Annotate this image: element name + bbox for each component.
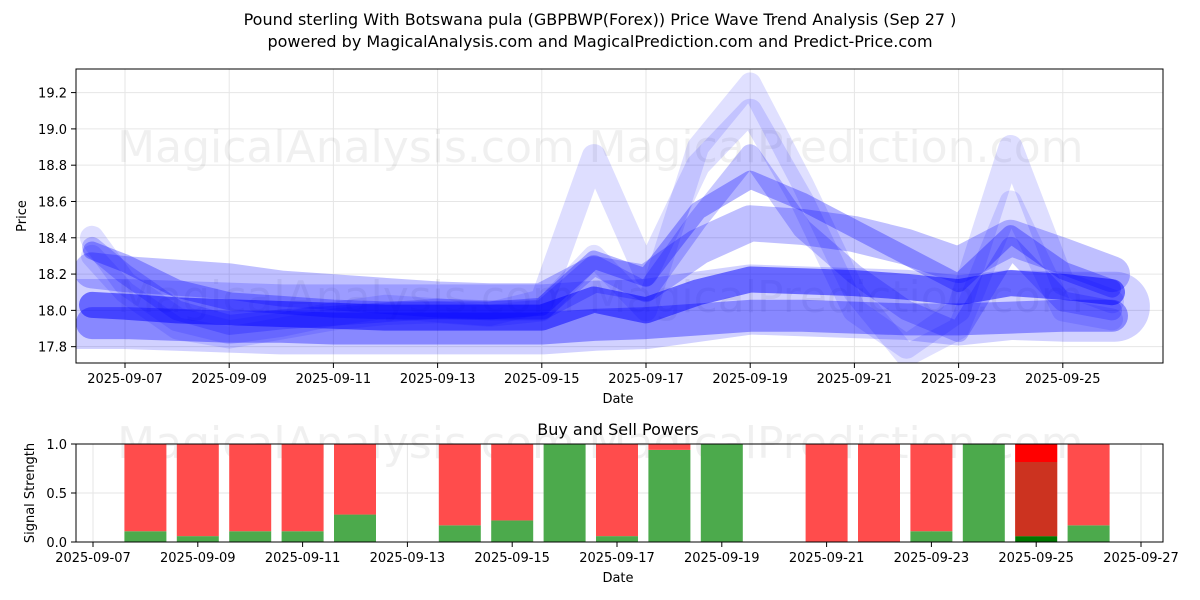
signal-x-tick-label: 2025-09-21 [789,551,865,566]
price-x-tick-label: 2025-09-21 [817,372,893,387]
price-wave-series-1 [76,299,1128,345]
sell-bar [176,444,219,537]
signal-x-tick-label: 2025-09-13 [370,551,446,566]
signal-y-tick-label: 0.0 [46,536,67,551]
buy-bar [229,531,272,542]
signal-x-tick-label: 2025-09-23 [894,551,970,566]
buy-bar [543,444,586,542]
buy-bar [1067,525,1110,542]
price-y-axis-label: Price [15,200,30,232]
price-x-tick-label: 2025-09-11 [296,372,372,387]
sell-bar [858,444,900,542]
price-y-tick-label: 18.2 [38,268,67,283]
sell-bar [124,444,167,532]
buy-bar [962,444,1005,542]
price-wave-series-5 [82,144,1122,343]
signal-x-tick-label: 2025-09-27 [1103,551,1179,566]
price-y-tick-label: 17.8 [38,341,67,356]
signal-x-tick-label: 2025-09-07 [55,551,131,566]
buy-bar [1015,536,1058,542]
sell-bar-overlap [1015,462,1058,537]
watermark-prediction: MagicalPrediction.com [589,122,1084,173]
signal-x-tick-label: 2025-09-11 [265,551,341,566]
buy-bar [910,531,953,542]
price-plot-frame [75,68,1164,364]
watermark-analysis: MagicalAnalysis.com [117,122,575,173]
sell-bar [438,444,481,526]
price-x-tick-label: 2025-09-19 [712,372,788,387]
price-chart: MagicalAnalysis.com MagicalPrediction.co… [15,68,1164,407]
buy-bar [334,514,376,542]
buy-bar [491,520,534,542]
signal-x-tick-label: 2025-09-15 [474,551,550,566]
sell-bar [910,444,953,532]
buy-bar [438,525,481,542]
signal-x-tick-label: 2025-09-25 [998,551,1074,566]
chart-title-line1: Pound sterling With Botswana pula (GBPBW… [243,10,957,29]
signal-x-axis-label: Date [602,571,633,586]
sell-bar-strong [1015,444,1058,462]
price-wave-series-2 [79,266,1125,331]
price-y-tick-label: 18.4 [38,232,67,247]
sell-bar [281,444,324,532]
price-y-tick-label: 19.2 [38,87,67,102]
buy-bar [124,531,167,542]
price-wave-series-6 [80,98,1124,359]
price-y-tick-label: 18.0 [38,304,67,319]
price-y-tick-label: 18.8 [38,159,67,174]
buy-bar [700,444,743,542]
sell-bar [334,444,376,515]
price-x-tick-label: 2025-09-09 [191,372,267,387]
price-x-tick-label: 2025-09-13 [400,372,476,387]
chart-title-line2: powered by MagicalAnalysis.com and Magic… [267,32,933,51]
signal-chart: Buy and Sell Powers MagicalAnalysis.com … [23,418,1179,586]
sell-bar [805,444,848,542]
price-y-tick-label: 18.6 [38,195,67,210]
signal-x-tick-label: 2025-09-19 [684,551,760,566]
sell-bar [491,444,534,521]
price-wave-series-3 [76,205,1130,320]
sell-bar [648,444,691,450]
sell-bar [229,444,272,532]
price-x-tick-label: 2025-09-15 [504,372,580,387]
signal-y-tick-label: 1.0 [46,438,67,453]
buy-bar [596,536,638,542]
price-y-tick-label: 19.0 [38,123,67,138]
signal-chart-title: Buy and Sell Powers [537,420,699,439]
buy-bar [176,536,219,542]
price-x-axis-label: Date [602,392,633,407]
buy-bar [648,449,691,542]
signal-y-axis-label: Signal Strength [23,443,38,543]
signal-x-tick-label: 2025-09-17 [579,551,655,566]
price-wave-series-4 [83,170,1121,320]
price-wave-series-7 [81,72,1123,363]
buy-bar [281,531,324,542]
signal-x-tick-label: 2025-09-09 [160,551,236,566]
sell-bar [596,444,638,537]
price-x-tick-label: 2025-09-23 [921,372,997,387]
price-x-tick-label: 2025-09-25 [1025,372,1101,387]
price-x-tick-label: 2025-09-07 [87,372,163,387]
sell-bar [1067,444,1110,526]
signal-y-tick-label: 0.5 [46,487,67,502]
price-x-tick-label: 2025-09-17 [608,372,684,387]
